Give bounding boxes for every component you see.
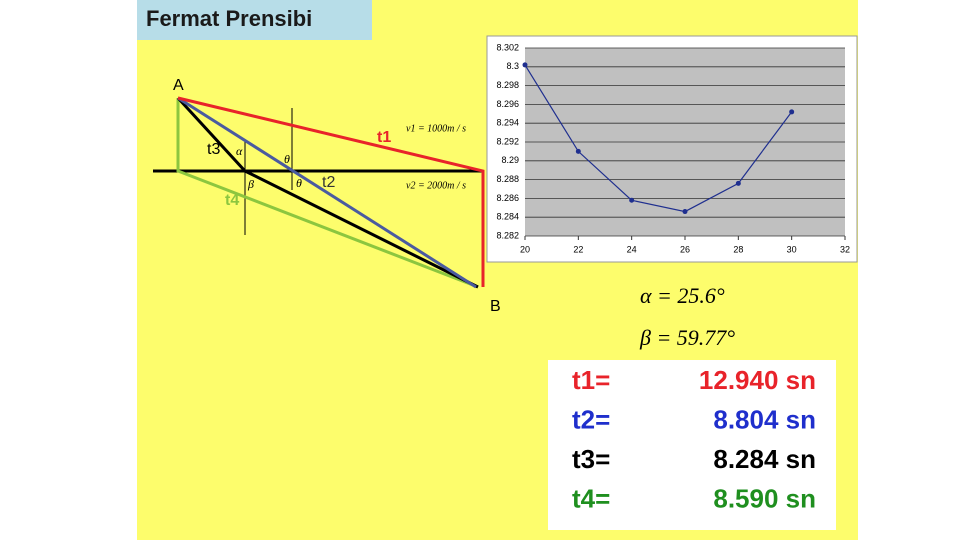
path-label: t1 (377, 129, 391, 146)
path-t2 (177, 96, 477, 289)
x-tick-label: 20 (520, 244, 530, 254)
x-tick-label: 22 (573, 244, 583, 254)
row-label: t2= (572, 404, 610, 434)
path-t3 (176, 96, 479, 289)
angle-label: θ (284, 152, 290, 166)
path-label: t2 (322, 174, 335, 191)
y-tick-label: 8.284 (496, 212, 519, 222)
row-value: 8.590 sn (713, 483, 816, 513)
path-t4 (176, 98, 479, 289)
y-tick-label: 8.29 (501, 155, 519, 165)
angle-label: α (236, 144, 243, 158)
result: β = 59.77° (639, 325, 735, 350)
y-tick-label: 8.286 (496, 193, 519, 203)
table: t1= 12.940 sn t2= 8.804 sn t3= 8.284 sn t4= 8.5… (572, 365, 816, 514)
x-tick-label: 24 (627, 244, 637, 254)
row-value: 12.940 sn (699, 365, 816, 395)
point-label: B (490, 298, 501, 315)
row-label: t3= (572, 444, 610, 474)
point-label: A (173, 77, 184, 94)
y-tick-label: 8.294 (496, 118, 519, 128)
x-tick-label: 26 (680, 244, 690, 254)
row-label: t4= (572, 483, 610, 513)
x-tick-label: 30 (787, 244, 797, 254)
velocity-label: v1 = 1000m / s (406, 123, 466, 134)
data-point (789, 109, 795, 115)
y-tick-label: 8.296 (496, 99, 519, 109)
x-tick-label: 32 (840, 244, 850, 254)
x-tick-label: 28 (733, 244, 743, 254)
row-value: 8.284 sn (713, 444, 816, 474)
y-tick-label: 8.288 (496, 174, 519, 184)
y-tick-label: 8.282 (496, 230, 519, 240)
data-point (682, 209, 688, 215)
row-value: 8.804 sn (713, 404, 816, 434)
data-point (575, 148, 581, 154)
row-label: t1= (572, 365, 610, 395)
path-label: t4 (225, 192, 239, 209)
angle-label: θ (296, 176, 302, 190)
y-tick-label: 8.292 (496, 136, 519, 146)
data-point (629, 197, 635, 203)
series-line (524, 64, 793, 213)
y-tick-label: 8.3 (506, 61, 519, 71)
title: Fermat Prensibi (146, 6, 312, 31)
diagram (153, 96, 485, 289)
y-tick-label: 8.302 (496, 42, 519, 52)
chart: 8.282 8.284 8.286 8.288 8.29 8.292 8.294 8.296 8… (496, 42, 850, 254)
y-tick-label: 8.298 (496, 80, 519, 90)
result: α = 25.6° (640, 283, 725, 308)
velocity-label: v2 = 2000m / s (406, 180, 466, 191)
path-t1 (177, 96, 485, 287)
data-point (735, 180, 741, 186)
data-point (522, 62, 528, 68)
results-table (548, 360, 836, 530)
angle-label: β (247, 177, 254, 191)
title-box (137, 0, 372, 40)
path-label: t3 (207, 141, 220, 158)
